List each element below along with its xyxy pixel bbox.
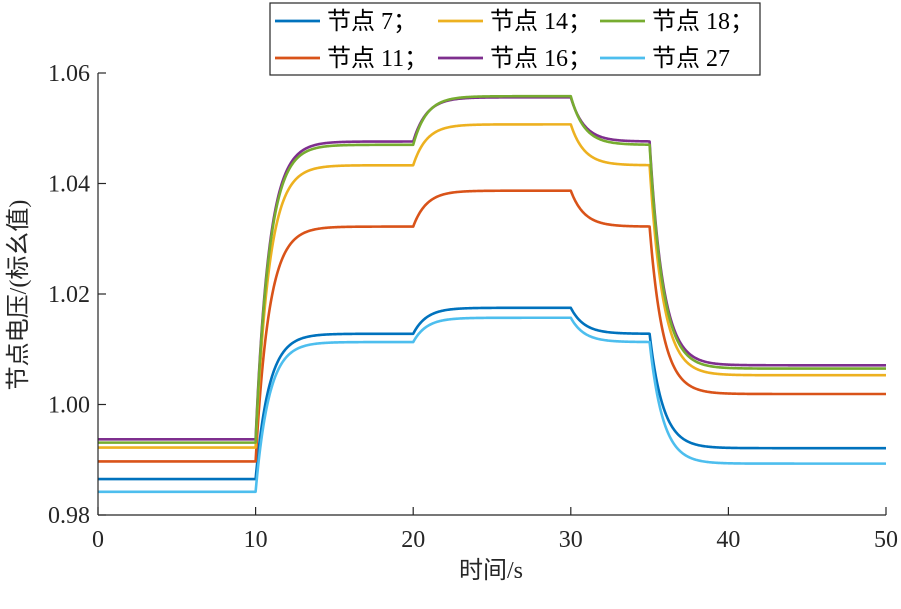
legend-label: 节点 11； xyxy=(327,45,428,72)
x-tick-label: 0 xyxy=(92,527,104,553)
legend-label: 节点 18； xyxy=(652,8,754,35)
legend-label: 节点 14； xyxy=(490,8,592,35)
x-tick-label: 10 xyxy=(244,527,268,553)
y-tick-label: 0.98 xyxy=(48,503,90,529)
legend: 节点 7； 节点 14； 节点 18； 节点 11； 节点 16； 节点 27 xyxy=(269,2,761,76)
x-tick-label: 30 xyxy=(559,527,583,553)
y-tick-label: 1.06 xyxy=(48,61,90,87)
series-layer xyxy=(97,94,887,494)
series-line-1 xyxy=(97,306,887,481)
y-tick-label: 1.04 xyxy=(48,172,90,198)
y-axis-label: 节点电压/(标幺值) xyxy=(5,200,32,391)
series-line-5 xyxy=(97,94,887,444)
legend-box xyxy=(269,2,761,76)
legend-label: 节点 7； xyxy=(327,8,417,35)
series-line-2 xyxy=(97,189,887,463)
series-line-3 xyxy=(97,123,887,449)
x-tick-label: 50 xyxy=(874,527,898,553)
y-tick-label: 1.02 xyxy=(48,282,90,308)
x-tick-label: 20 xyxy=(401,527,425,553)
x-axis-label: 时间/s xyxy=(459,557,523,584)
legend-label: 节点 27 xyxy=(652,45,730,72)
series-line-4 xyxy=(97,96,887,441)
axes-layer: 0 10 20 30 40 50 0.98 1.00 1.02 1.04 1.06 xyxy=(48,61,898,553)
x-tick-label: 40 xyxy=(716,527,740,553)
series-line-6 xyxy=(97,316,887,494)
y-tick-label: 1.00 xyxy=(48,393,90,419)
legend-label: 节点 16； xyxy=(490,45,592,72)
